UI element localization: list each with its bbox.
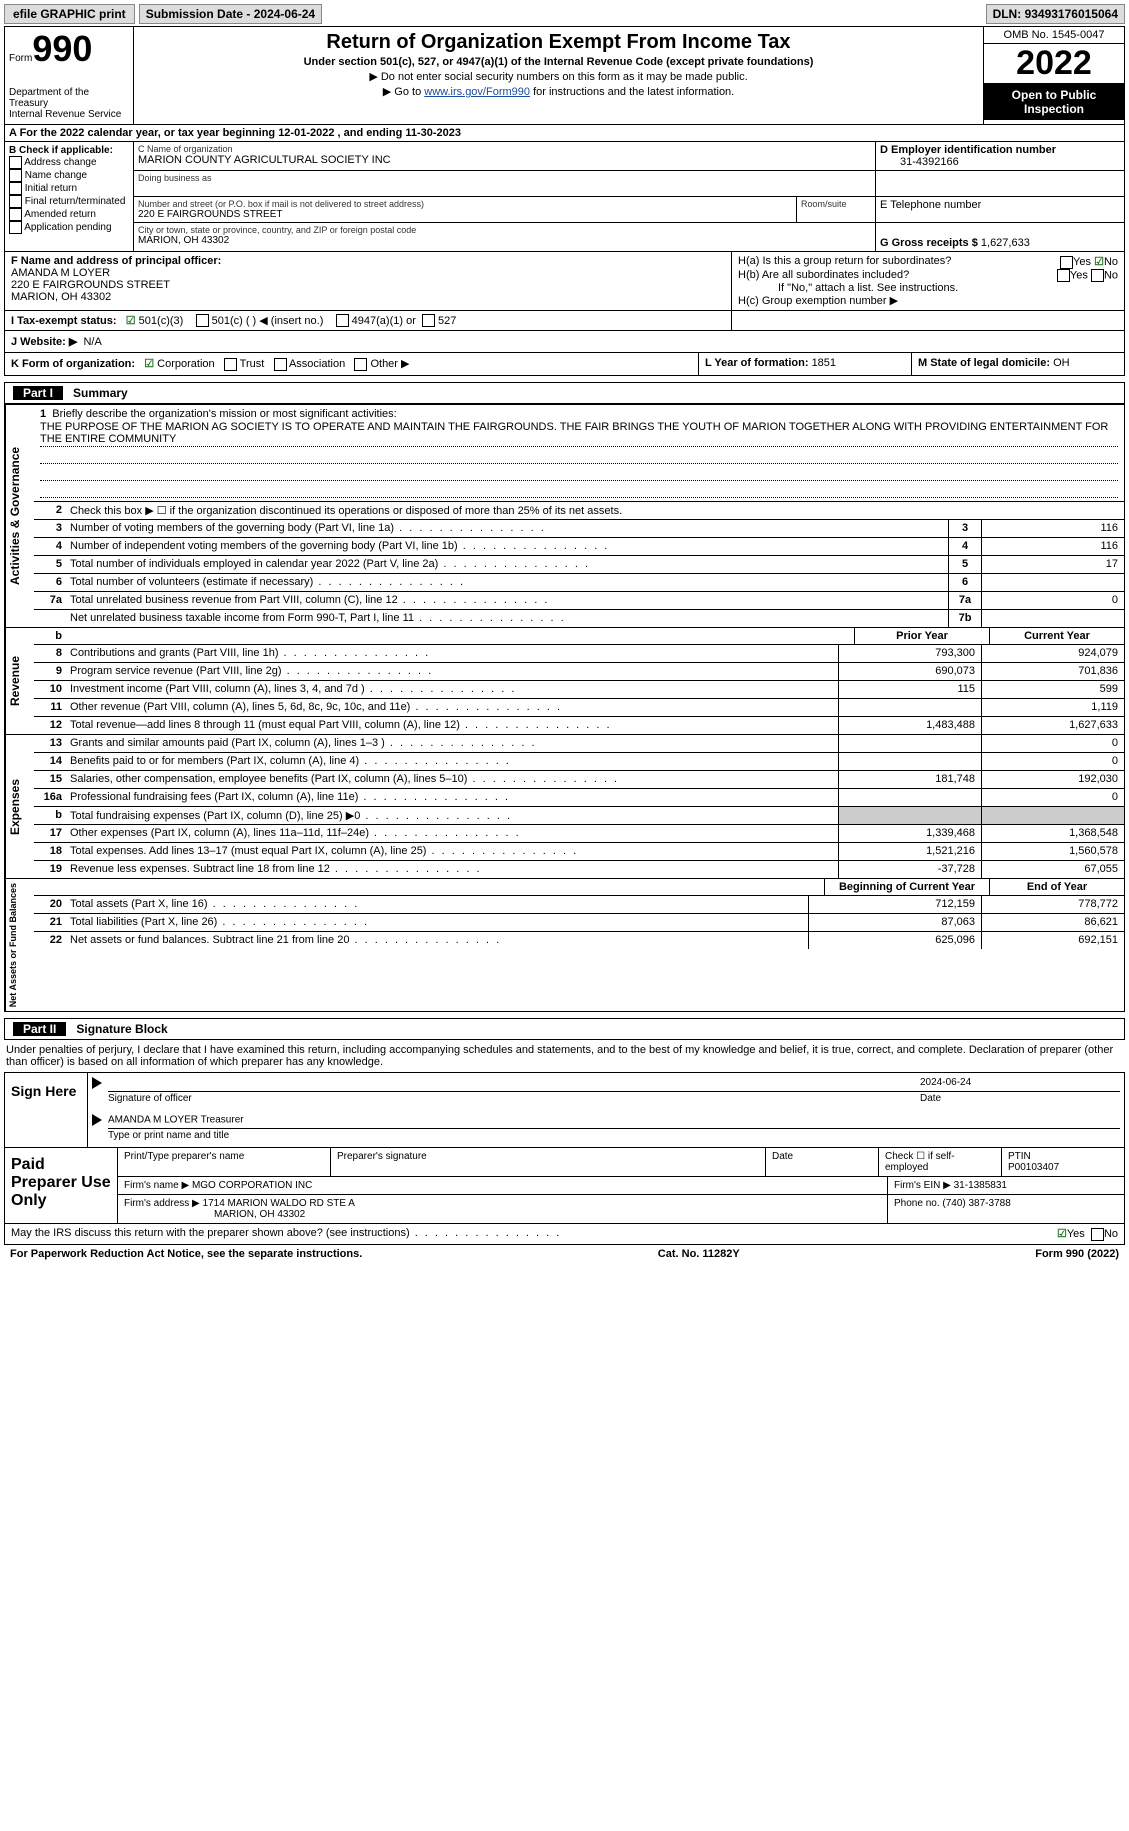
tax-exempt-row: I Tax-exempt status: ☑ 501(c)(3) 501(c) … [4, 311, 1125, 332]
netassets-table: Net Assets or Fund Balances Beginning of… [4, 879, 1125, 1012]
form-title: Return of Organization Exempt From Incom… [142, 31, 975, 54]
org-name-cell: C Name of organization MARION COUNTY AGR… [134, 142, 876, 170]
table-row: 17Other expenses (Part IX, column (A), l… [34, 825, 1124, 843]
ein-cell: D Employer identification number 31-4392… [876, 142, 1124, 170]
table-row: 22Net assets or fund balances. Subtract … [34, 932, 1124, 949]
dln: DLN: 93493176015064 [986, 4, 1125, 24]
mission-text: THE PURPOSE OF THE MARION AG SOCIETY IS … [40, 420, 1118, 447]
side-activities: Activities & Governance [5, 405, 34, 627]
revenue-table: Revenue b Prior Year Current Year 8Contr… [4, 628, 1125, 735]
header-right: OMB No. 1545-0047 2022 Open to Public In… [983, 27, 1124, 124]
sign-here-block: Sign Here 2024-06-24 Signature of office… [4, 1072, 1125, 1148]
table-row: 12Total revenue—add lines 8 through 11 (… [34, 717, 1124, 734]
side-revenue: Revenue [5, 628, 34, 734]
part-i-header: Part I Summary [4, 382, 1125, 404]
efile-button[interactable]: efile GRAPHIC print [4, 4, 135, 24]
table-row: 8Contributions and grants (Part VIII, li… [34, 645, 1124, 663]
table-row: bTotal fundraising expenses (Part IX, co… [34, 807, 1124, 825]
jurat-text: Under penalties of perjury, I declare th… [4, 1040, 1125, 1072]
city-cell: City or town, state or province, country… [134, 223, 876, 251]
year-formation: L Year of formation: 1851 [699, 353, 912, 375]
principal-officer: F Name and address of principal officer:… [5, 252, 732, 310]
table-row: 9Program service revenue (Part VIII, lin… [34, 663, 1124, 681]
header-left: Form990 Department of the Treasury Inter… [5, 27, 134, 124]
klm-row: K Form of organization: ☑ Corporation Tr… [4, 353, 1125, 376]
table-row: 20Total assets (Part X, line 16)712,1597… [34, 896, 1124, 914]
addr-cell: Number and street (or P.O. box if mail i… [134, 197, 876, 222]
arrow-icon [92, 1077, 102, 1089]
state-domicile: M State of legal domicile: OH [912, 353, 1124, 375]
col-b-checkboxes: B Check if applicable: Address change Na… [5, 142, 134, 251]
form-of-org: K Form of organization: ☑ Corporation Tr… [5, 353, 699, 375]
part-ii-header: Part II Signature Block [4, 1018, 1125, 1040]
row-a-taxyear: A For the 2022 calendar year, or tax yea… [4, 125, 1125, 142]
fh-block: F Name and address of principal officer:… [4, 252, 1125, 311]
open-to-public: Open to Public Inspection [984, 84, 1124, 120]
col-cde: C Name of organization MARION COUNTY AGR… [134, 142, 1124, 251]
table-row: 15Salaries, other compensation, employee… [34, 771, 1124, 789]
dept-treasury: Department of the Treasury Internal Reve… [9, 87, 129, 120]
table-row: 19Revenue less expenses. Subtract line 1… [34, 861, 1124, 878]
table-row: 13Grants and similar amounts paid (Part … [34, 735, 1124, 753]
table-row: 21Total liabilities (Part X, line 26)87,… [34, 914, 1124, 932]
table-row: 11Other revenue (Part VIII, column (A), … [34, 699, 1124, 717]
org-info-block: B Check if applicable: Address change Na… [4, 142, 1125, 252]
subtitle-3: ▶ Go to www.irs.gov/Form990 for instruct… [142, 85, 975, 98]
table-row: 18Total expenses. Add lines 13–17 (must … [34, 843, 1124, 861]
table-row: 10Investment income (Part VIII, column (… [34, 681, 1124, 699]
table-row: 16aProfessional fundraising fees (Part I… [34, 789, 1124, 807]
group-return-block: H(a) Is this a group return for subordin… [732, 252, 1124, 310]
paperwork-notice: For Paperwork Reduction Act Notice, see … [4, 1245, 1125, 1263]
subtitle-1: Under section 501(c), 527, or 4947(a)(1)… [142, 56, 975, 68]
expenses-table: Expenses 13Grants and similar amounts pa… [4, 735, 1125, 879]
side-expenses: Expenses [5, 735, 34, 878]
website-row: J Website: ▶ N/A [4, 331, 1125, 353]
subtitle-2: ▶ Do not enter social security numbers o… [142, 70, 975, 83]
submission-date: Submission Date - 2024-06-24 [139, 4, 322, 24]
side-netassets: Net Assets or Fund Balances [5, 879, 34, 1011]
header-mid: Return of Organization Exempt From Incom… [134, 27, 983, 124]
omb-number: OMB No. 1545-0047 [984, 27, 1124, 44]
arrow-icon [92, 1114, 102, 1126]
irs-link[interactable]: www.irs.gov/Form990 [424, 86, 530, 98]
tax-year: 2022 [984, 44, 1124, 84]
dba-cell: Doing business as [134, 171, 876, 196]
table-row: 14Benefits paid to or for members (Part … [34, 753, 1124, 771]
form-header: Form990 Department of the Treasury Inter… [4, 26, 1125, 125]
paid-preparer-block: Paid Preparer Use Only Print/Type prepar… [4, 1148, 1125, 1224]
irs-discuss-row: May the IRS discuss this return with the… [4, 1224, 1125, 1245]
gross-receipts-cell: G Gross receipts $ 1,627,633 [876, 223, 1124, 251]
phone-cell: E Telephone number [876, 197, 1124, 222]
top-bar: efile GRAPHIC print Submission Date - 20… [4, 4, 1125, 24]
activities-governance-table: Activities & Governance 1 Briefly descri… [4, 404, 1125, 628]
